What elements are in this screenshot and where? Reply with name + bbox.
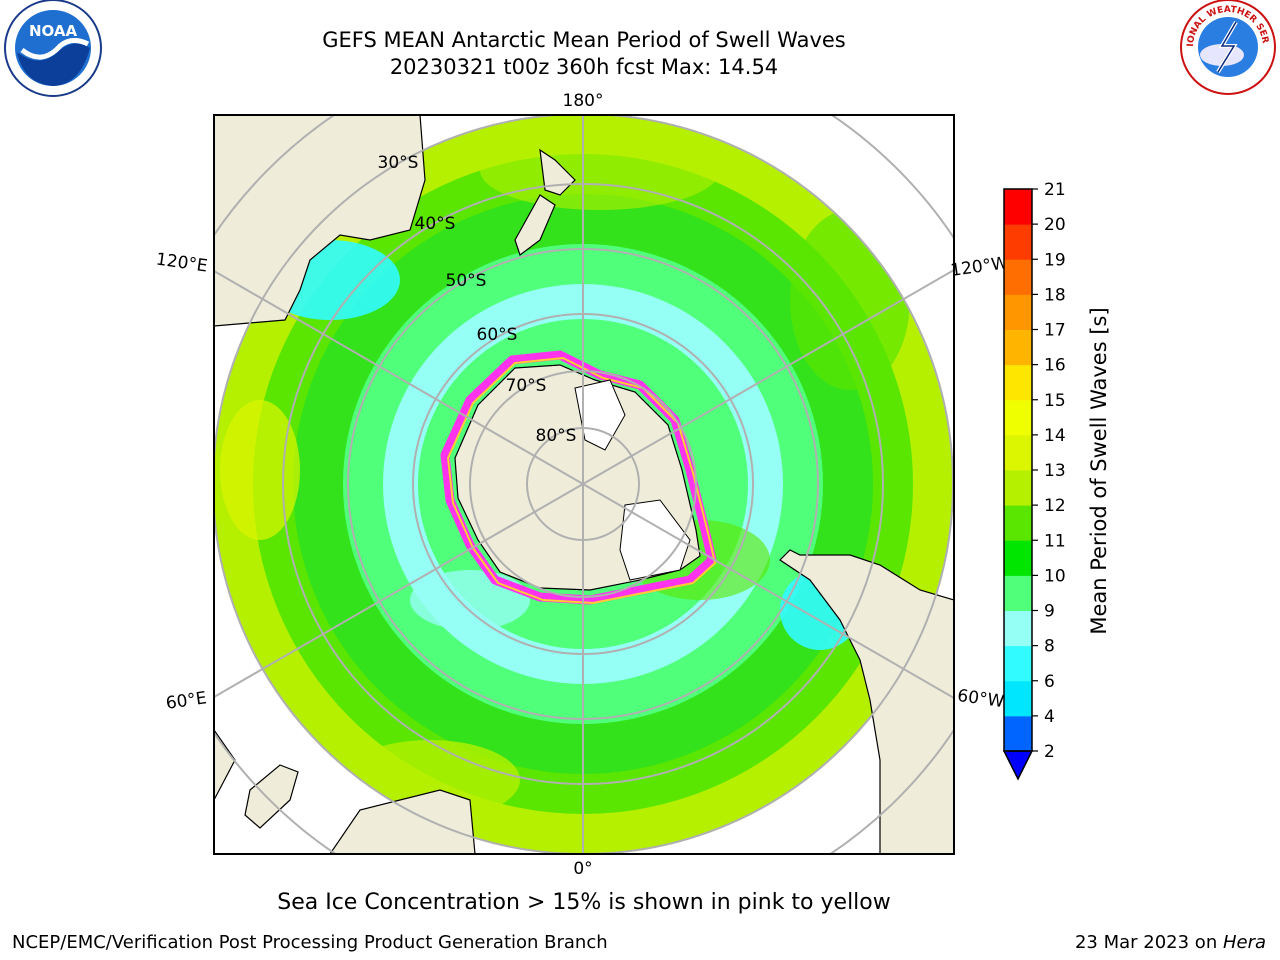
lon-label-60e: 60°E bbox=[165, 688, 208, 713]
colorbar-swatch bbox=[1004, 259, 1032, 295]
nws-logo-text: NATIONAL WEATHER SERVICE bbox=[0, 0, 1270, 47]
colorbar-swatch bbox=[1004, 434, 1032, 471]
lat-label-50s: 50°S bbox=[446, 271, 487, 291]
noaa-logo: NOAA bbox=[4, 0, 102, 97]
colorbar-swatch bbox=[1004, 715, 1032, 752]
colorbar-swatch bbox=[1004, 540, 1032, 576]
colorbar-tick-label: 12 bbox=[1044, 496, 1066, 516]
colorbar-tick-label: 14 bbox=[1044, 426, 1066, 446]
colorbar-tick-label: 21 bbox=[1044, 180, 1066, 200]
lat-label-30s: 30°S bbox=[378, 153, 419, 173]
colorbar-tick-label: 18 bbox=[1044, 285, 1066, 305]
lat-label-40s: 40°S bbox=[415, 214, 456, 234]
colorbar-tick-label: 9 bbox=[1044, 602, 1055, 622]
colorbar-swatch bbox=[1004, 329, 1032, 366]
lat-label-80s: 80°S bbox=[536, 426, 577, 446]
colorbar-swatch bbox=[1004, 680, 1032, 717]
colorbar-swatch bbox=[1004, 610, 1032, 647]
africa bbox=[329, 789, 476, 854]
colorbar-swatch bbox=[1004, 189, 1032, 225]
colorbar-swatch bbox=[1004, 399, 1032, 436]
footer-host: Hera bbox=[1222, 932, 1266, 953]
footer-date-text: 23 Mar 2023 on bbox=[1074, 932, 1223, 953]
new-zealand-south bbox=[514, 194, 556, 256]
colorbar-swatch bbox=[1004, 470, 1032, 506]
colorbar-tick-label: 15 bbox=[1044, 391, 1066, 411]
colorbar-label: Mean Period of Swell Waves [s] bbox=[1087, 307, 1111, 634]
sea-ice-note: Sea Ice Concentration > 15% is shown in … bbox=[277, 890, 891, 915]
continents bbox=[214, 115, 954, 854]
lon-label-60w: 60°W bbox=[956, 686, 1005, 712]
colorbar-swatch bbox=[1004, 364, 1032, 401]
colorbar-tick-label: 20 bbox=[1044, 215, 1066, 235]
colorbar-tick-label: 8 bbox=[1044, 637, 1055, 657]
colorbar-swatch bbox=[1004, 294, 1032, 330]
lat-label-70s: 70°S bbox=[506, 376, 547, 396]
colorbar-tick-label: 2 bbox=[1044, 742, 1055, 762]
footer-branch: NCEP/EMC/Verification Post Processing Pr… bbox=[12, 932, 608, 953]
lon-label-0: 0° bbox=[573, 859, 592, 879]
colorbar-tick-label: 6 bbox=[1044, 672, 1055, 692]
colorbar-tick-label: 10 bbox=[1044, 566, 1066, 586]
colorbar-tick-label: 16 bbox=[1044, 356, 1066, 376]
colorbar-tick-label: 13 bbox=[1044, 461, 1066, 481]
colorbar-tick-label: 11 bbox=[1044, 531, 1066, 551]
colorbar-tick-label: 19 bbox=[1044, 250, 1066, 270]
south-america bbox=[779, 115, 954, 854]
lon-label-120e: 120°E bbox=[155, 250, 209, 277]
colorbar-swatch bbox=[1004, 505, 1032, 541]
colorbar: 2 4 6 8 9 10 11 12 13 14 15 16 17 18 19 20 21 bbox=[1002, 180, 1066, 781]
colorbar-swatch bbox=[1004, 224, 1032, 260]
map-title: GEFS MEAN Antarctic Mean Period of Swell… bbox=[322, 28, 846, 52]
map-subtitle: 20230321 t00z 360h fcst Max: 14.54 bbox=[389, 55, 779, 79]
colorbar-tick-label: 4 bbox=[1044, 707, 1055, 727]
lon-label-120w: 120°W bbox=[949, 253, 1009, 281]
map-frame bbox=[213, 114, 955, 855]
colorbar-tick-label: 17 bbox=[1044, 321, 1066, 341]
footer-date: 23 Mar 2023 on Hera bbox=[1075, 932, 1266, 953]
nws-logo: NATIONAL WEATHER SERVICE bbox=[0, 0, 1276, 95]
madagascar bbox=[244, 764, 299, 829]
colorbar-underflow-arrow bbox=[1002, 750, 1034, 781]
lat-label-60s: 60°S bbox=[477, 325, 518, 345]
lon-label-180: 180° bbox=[563, 91, 604, 111]
australia bbox=[214, 115, 426, 327]
noaa-logo-text: NOAA bbox=[29, 22, 78, 40]
colorbar-swatch bbox=[1004, 645, 1032, 682]
colorbar-swatch bbox=[1004, 575, 1032, 611]
